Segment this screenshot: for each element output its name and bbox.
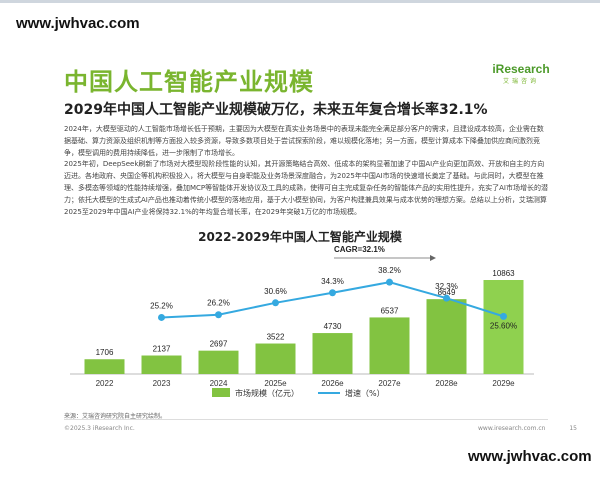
logo-name: iResearch [492, 62, 550, 76]
footer-divider [64, 419, 548, 420]
bar-2026e [312, 333, 353, 374]
chart-title: 2022-2029年中国人工智能产业规模 [198, 230, 402, 244]
iresearch-logo: iResearch 艾瑞咨询 [491, 62, 551, 85]
x-tick-2024: 2024 [210, 379, 228, 388]
x-tick-2027e: 2027e [378, 379, 401, 388]
growth-label-2024: 26.2% [207, 299, 230, 308]
bar-2027e [369, 317, 410, 374]
growth-point-2025e [272, 299, 279, 307]
bar-label-2024: 2697 [210, 340, 228, 349]
bar-2024 [198, 350, 239, 374]
bar-label-2023: 2137 [153, 345, 171, 354]
bar-label-2029e: 10863 [492, 269, 515, 278]
paragraph-2: 2025年初，DeepSeek刷新了市场对大模型现阶段性能的认知，其开源策略结合… [64, 160, 548, 216]
watermark-bottom: www.jwhvac.com [458, 442, 596, 471]
growth-label-2025e: 30.6% [264, 287, 287, 296]
website: www.iresearch.com.cn [478, 425, 546, 432]
growth-point-2028e [443, 294, 450, 302]
paragraph-1: 2024年，大模型驱动的人工智能市场增长低于预期，主要因为大模型在真实业务场景中… [64, 125, 544, 157]
body-text: 2024年，大模型驱动的人工智能市场增长低于预期，主要因为大模型在真实业务场景中… [64, 124, 548, 218]
x-tick-2028e: 2028e [435, 379, 458, 388]
logo-cn: 艾瑞咨询 [502, 78, 539, 85]
footer-right: www.iresearch.com.cn 15 [478, 425, 577, 432]
bar-label-2026e: 4730 [324, 322, 342, 331]
bar-2028e [426, 299, 467, 374]
page-number: 15 [569, 425, 577, 432]
growth-label-2028e: 32.3% [435, 282, 458, 291]
bar-2025e [255, 343, 296, 374]
legend-label-line: 增速（%） [345, 388, 385, 398]
growth-label-2026e: 34.3% [321, 277, 344, 286]
growth-point-2023 [158, 313, 165, 321]
page-subtitle: 2029年中国人工智能产业规模破万亿，未来五年复合增长率32.1% [64, 102, 488, 118]
growth-point-2027e [386, 278, 393, 286]
cagr-arrow-head [430, 255, 436, 261]
bar-label-2025e: 3522 [267, 333, 285, 342]
bar-2022 [84, 359, 125, 374]
x-tick-2025e: 2025e [264, 379, 287, 388]
top-border [0, 0, 600, 3]
growth-point-2026e [329, 289, 336, 297]
growth-label-2029e: 25.60% [490, 321, 517, 330]
growth-point-2029e [500, 312, 507, 320]
legend-swatch-bar [212, 388, 230, 397]
cagr-annotation: CAGR=32.1% [334, 245, 385, 254]
growth-point-2024 [215, 311, 222, 319]
watermark-top: www.jwhvac.com [6, 9, 144, 38]
bar-2029e [483, 280, 524, 374]
x-tick-2029e: 2029e [492, 379, 515, 388]
copyright: ©2025.3 iResearch Inc. [64, 425, 135, 432]
legend-label-bar: 市场规模（亿元） [235, 388, 299, 398]
x-tick-2022: 2022 [96, 379, 114, 388]
bar-label-2028e: 8649 [438, 288, 456, 297]
source-note: 来源：艾瑞咨询研究院自主研究绘制。 [64, 413, 167, 420]
bar-2023 [141, 355, 182, 374]
bar-label-2027e: 6537 [381, 306, 399, 315]
bar-label-2022: 1706 [96, 348, 114, 357]
page-title: 中国人工智能产业规模 [64, 68, 314, 96]
growth-label-2027e: 38.2% [378, 266, 401, 275]
growth-label-2023: 25.2% [150, 301, 173, 310]
x-tick-2023: 2023 [153, 379, 171, 388]
x-tick-2026e: 2026e [321, 379, 344, 388]
